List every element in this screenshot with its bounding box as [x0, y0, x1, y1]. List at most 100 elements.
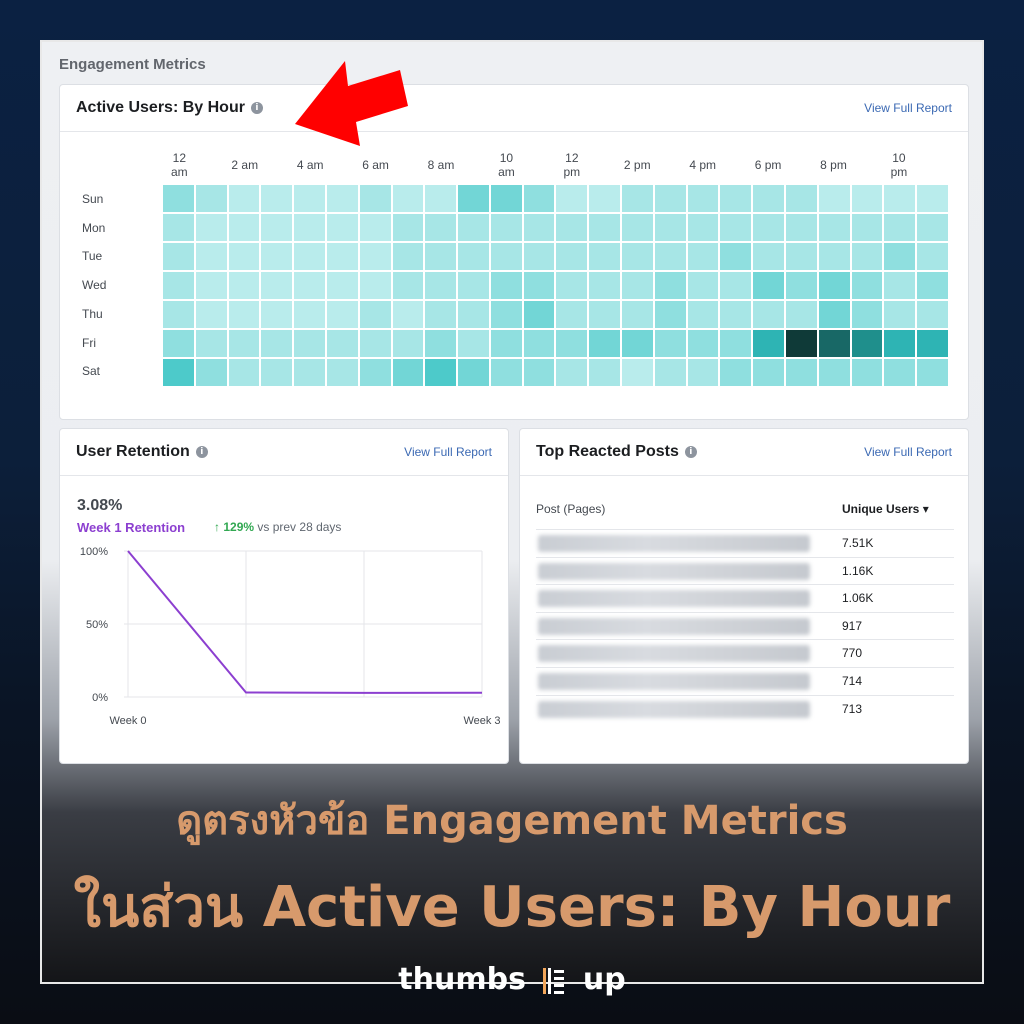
heatmap-cell[interactable]	[294, 272, 325, 299]
heatmap-cell[interactable]	[523, 359, 555, 386]
heatmap-cell[interactable]	[490, 214, 522, 241]
heatmap-cell[interactable]	[261, 330, 293, 357]
heatmap-cell[interactable]	[786, 185, 817, 212]
heatmap-cell[interactable]	[490, 330, 522, 357]
heatmap-cell[interactable]	[195, 301, 227, 328]
column-header-post[interactable]: Post (Pages)	[536, 502, 606, 516]
heatmap-cell[interactable]	[392, 301, 424, 328]
heatmap-cell[interactable]	[720, 272, 752, 299]
heatmap-cell[interactable]	[490, 243, 522, 270]
heatmap-cell[interactable]	[523, 301, 555, 328]
heatmap-cell[interactable]	[556, 330, 588, 357]
heatmap-cell[interactable]	[818, 185, 850, 212]
heatmap-cell[interactable]	[359, 330, 391, 357]
heatmap-cell[interactable]	[851, 214, 883, 241]
heatmap-cell[interactable]	[228, 301, 260, 328]
heatmap-cell[interactable]	[458, 330, 489, 357]
heatmap-cell[interactable]	[753, 214, 785, 241]
heatmap-cell[interactable]	[523, 185, 555, 212]
heatmap-cell[interactable]	[720, 301, 752, 328]
heatmap-cell[interactable]	[195, 359, 227, 386]
table-row[interactable]: 713	[536, 694, 954, 723]
heatmap-cell[interactable]	[687, 301, 719, 328]
heatmap-cell[interactable]	[818, 359, 850, 386]
heatmap-cell[interactable]	[917, 272, 948, 299]
heatmap-cell[interactable]	[851, 185, 883, 212]
heatmap-cell[interactable]	[326, 214, 358, 241]
table-row[interactable]: 770	[536, 639, 954, 667]
heatmap-cell[interactable]	[228, 330, 260, 357]
heatmap-cell[interactable]	[261, 359, 293, 386]
heatmap-cell[interactable]	[458, 301, 489, 328]
heatmap-cell[interactable]	[818, 330, 850, 357]
heatmap-cell[interactable]	[294, 359, 325, 386]
heatmap-cell[interactable]	[753, 185, 785, 212]
info-icon[interactable]: i	[684, 446, 697, 458]
heatmap-cell[interactable]	[622, 272, 653, 299]
heatmap-cell[interactable]	[490, 359, 522, 386]
heatmap-cell[interactable]	[622, 330, 653, 357]
heatmap-cell[interactable]	[425, 301, 457, 328]
heatmap-cell[interactable]	[425, 272, 457, 299]
heatmap-cell[interactable]	[163, 243, 194, 270]
heatmap-cell[interactable]	[589, 185, 621, 212]
heatmap-cell[interactable]	[326, 301, 358, 328]
heatmap-cell[interactable]	[720, 330, 752, 357]
view-full-report-link[interactable]: View Full Report	[864, 445, 952, 459]
heatmap-cell[interactable]	[589, 359, 621, 386]
heatmap-cell[interactable]	[687, 359, 719, 386]
heatmap-cell[interactable]	[720, 185, 752, 212]
table-row[interactable]: 7.51K	[536, 529, 954, 557]
heatmap-cell[interactable]	[884, 330, 916, 357]
table-row[interactable]: 714	[536, 667, 954, 695]
heatmap-cell[interactable]	[884, 272, 916, 299]
heatmap-cell[interactable]	[359, 185, 391, 212]
heatmap-cell[interactable]	[884, 214, 916, 241]
heatmap-cell[interactable]	[326, 243, 358, 270]
heatmap-cell[interactable]	[228, 272, 260, 299]
heatmap-cell[interactable]	[556, 272, 588, 299]
heatmap-cell[interactable]	[425, 185, 457, 212]
heatmap-cell[interactable]	[359, 301, 391, 328]
heatmap-cell[interactable]	[294, 301, 325, 328]
heatmap-cell[interactable]	[818, 301, 850, 328]
heatmap-cell[interactable]	[687, 185, 719, 212]
heatmap-cell[interactable]	[326, 359, 358, 386]
heatmap-cell[interactable]	[523, 214, 555, 241]
heatmap-cell[interactable]	[884, 243, 916, 270]
heatmap-cell[interactable]	[786, 272, 817, 299]
heatmap-cell[interactable]	[326, 272, 358, 299]
heatmap-cell[interactable]	[622, 243, 653, 270]
table-row[interactable]: 1.06K	[536, 584, 954, 612]
heatmap-cell[interactable]	[294, 330, 325, 357]
heatmap-cell[interactable]	[523, 272, 555, 299]
table-row[interactable]: 917	[536, 611, 954, 640]
heatmap-cell[interactable]	[753, 359, 785, 386]
heatmap-cell[interactable]	[654, 214, 686, 241]
heatmap-cell[interactable]	[786, 214, 817, 241]
heatmap-cell[interactable]	[622, 185, 653, 212]
info-icon[interactable]: i	[195, 446, 208, 458]
heatmap-cell[interactable]	[589, 330, 621, 357]
heatmap-cell[interactable]	[687, 243, 719, 270]
heatmap-cell[interactable]	[851, 243, 883, 270]
view-full-report-link[interactable]: View Full Report	[864, 101, 952, 115]
heatmap-cell[interactable]	[261, 272, 293, 299]
heatmap-cell[interactable]	[622, 301, 653, 328]
heatmap-cell[interactable]	[556, 243, 588, 270]
heatmap-cell[interactable]	[786, 301, 817, 328]
heatmap-cell[interactable]	[392, 185, 424, 212]
heatmap-cell[interactable]	[163, 214, 194, 241]
heatmap-cell[interactable]	[654, 185, 686, 212]
heatmap-cell[interactable]	[851, 359, 883, 386]
heatmap-cell[interactable]	[654, 272, 686, 299]
heatmap-cell[interactable]	[490, 185, 522, 212]
heatmap-cell[interactable]	[294, 185, 325, 212]
heatmap-cell[interactable]	[523, 243, 555, 270]
heatmap-cell[interactable]	[851, 301, 883, 328]
heatmap-cell[interactable]	[392, 243, 424, 270]
heatmap-cell[interactable]	[753, 243, 785, 270]
heatmap-cell[interactable]	[195, 330, 227, 357]
heatmap-cell[interactable]	[490, 301, 522, 328]
heatmap-cell[interactable]	[556, 301, 588, 328]
